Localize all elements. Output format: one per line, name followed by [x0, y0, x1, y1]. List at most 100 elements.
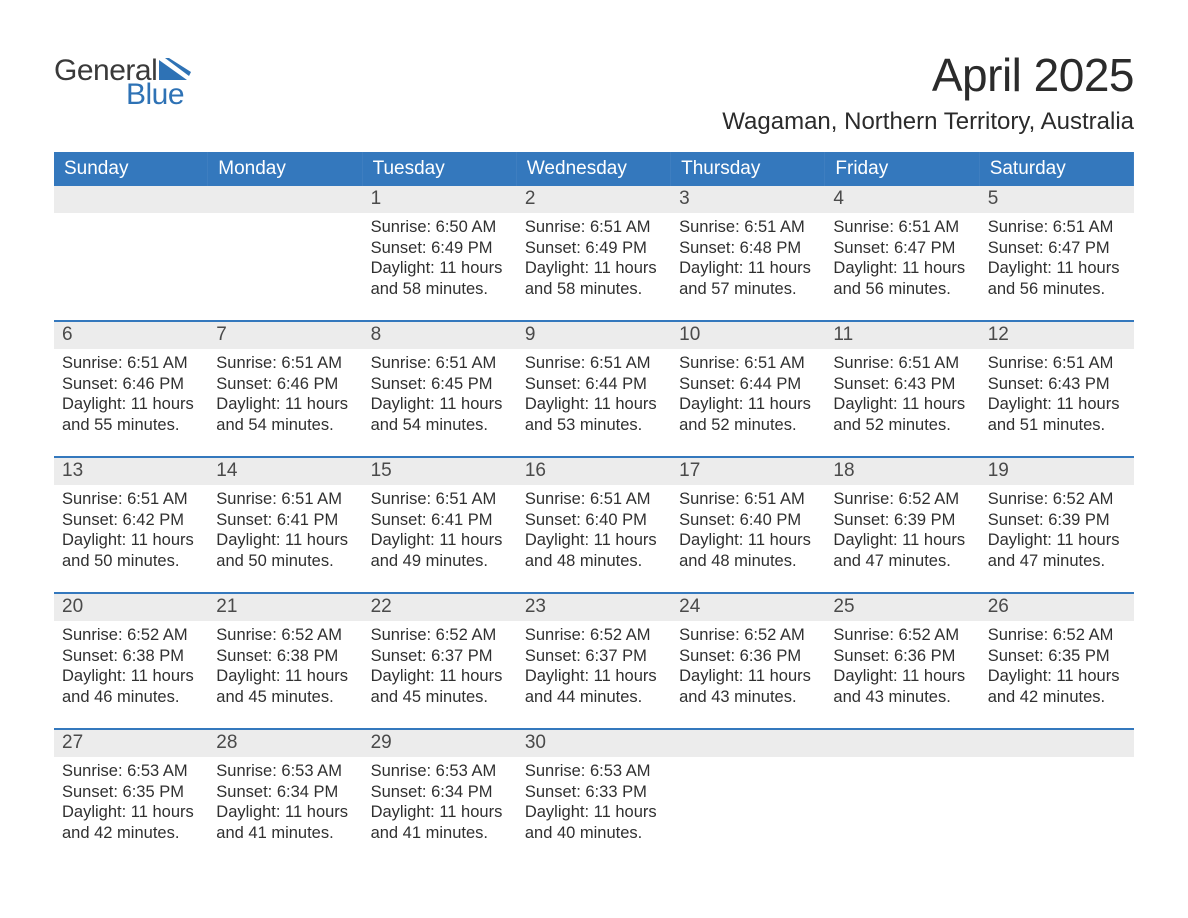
daylight-text: Daylight: 11 hours and 44 minutes. — [525, 666, 665, 707]
day-number: 1 — [363, 186, 517, 213]
sunset-text: Sunset: 6:36 PM — [833, 646, 973, 667]
daylight-text: Daylight: 11 hours and 58 minutes. — [525, 258, 665, 299]
day-data: Sunrise: 6:51 AMSunset: 6:44 PMDaylight:… — [671, 349, 825, 436]
daylight-text: Daylight: 11 hours and 53 minutes. — [525, 394, 665, 435]
day-number: 8 — [363, 322, 517, 349]
sunrise-text: Sunrise: 6:53 AM — [525, 761, 665, 782]
calendar-cell — [54, 186, 208, 320]
day-number: 29 — [363, 730, 517, 757]
day-header-saturday: Saturday — [980, 152, 1134, 186]
day-number: 7 — [208, 322, 362, 349]
sunrise-text: Sunrise: 6:51 AM — [525, 217, 665, 238]
day-header-wednesday: Wednesday — [517, 152, 671, 186]
sunset-text: Sunset: 6:47 PM — [833, 238, 973, 259]
day-number: 30 — [517, 730, 671, 757]
sunset-text: Sunset: 6:44 PM — [525, 374, 665, 395]
day-number: 28 — [208, 730, 362, 757]
sunset-text: Sunset: 6:40 PM — [679, 510, 819, 531]
daylight-text: Daylight: 11 hours and 48 minutes. — [525, 530, 665, 571]
day-data: Sunrise: 6:51 AMSunset: 6:41 PMDaylight:… — [208, 485, 362, 572]
day-data: Sunrise: 6:52 AMSunset: 6:38 PMDaylight:… — [54, 621, 208, 708]
sunrise-text: Sunrise: 6:51 AM — [525, 489, 665, 510]
day-data: Sunrise: 6:51 AMSunset: 6:43 PMDaylight:… — [825, 349, 979, 436]
daylight-text: Daylight: 11 hours and 45 minutes. — [216, 666, 356, 707]
sunrise-text: Sunrise: 6:51 AM — [62, 353, 202, 374]
day-data: Sunrise: 6:51 AMSunset: 6:41 PMDaylight:… — [363, 485, 517, 572]
sunrise-text: Sunrise: 6:52 AM — [988, 489, 1128, 510]
sunset-text: Sunset: 6:35 PM — [988, 646, 1128, 667]
day-number: 27 — [54, 730, 208, 757]
sunrise-text: Sunrise: 6:52 AM — [833, 489, 973, 510]
calendar-week: 13Sunrise: 6:51 AMSunset: 6:42 PMDayligh… — [54, 456, 1134, 592]
daylight-text: Daylight: 11 hours and 46 minutes. — [62, 666, 202, 707]
sunset-text: Sunset: 6:35 PM — [62, 782, 202, 803]
day-data: Sunrise: 6:52 AMSunset: 6:36 PMDaylight:… — [825, 621, 979, 708]
day-number — [671, 730, 825, 757]
daylight-text: Daylight: 11 hours and 43 minutes. — [679, 666, 819, 707]
calendar-cell: 23Sunrise: 6:52 AMSunset: 6:37 PMDayligh… — [517, 594, 671, 728]
page-title: April 2025 — [722, 48, 1134, 102]
day-data: Sunrise: 6:52 AMSunset: 6:39 PMDaylight:… — [825, 485, 979, 572]
daylight-text: Daylight: 11 hours and 56 minutes. — [988, 258, 1128, 299]
day-data: Sunrise: 6:53 AMSunset: 6:35 PMDaylight:… — [54, 757, 208, 844]
calendar-cell — [671, 730, 825, 864]
day-number: 22 — [363, 594, 517, 621]
day-number: 10 — [671, 322, 825, 349]
day-number — [208, 186, 362, 213]
day-data: Sunrise: 6:51 AMSunset: 6:42 PMDaylight:… — [54, 485, 208, 572]
sunrise-text: Sunrise: 6:51 AM — [371, 489, 511, 510]
sunrise-text: Sunrise: 6:52 AM — [62, 625, 202, 646]
sunrise-text: Sunrise: 6:53 AM — [371, 761, 511, 782]
day-number: 14 — [208, 458, 362, 485]
daylight-text: Daylight: 11 hours and 58 minutes. — [371, 258, 511, 299]
day-number: 12 — [980, 322, 1134, 349]
calendar-cell: 1Sunrise: 6:50 AMSunset: 6:49 PMDaylight… — [363, 186, 517, 320]
sunset-text: Sunset: 6:39 PM — [833, 510, 973, 531]
sunrise-text: Sunrise: 6:51 AM — [525, 353, 665, 374]
day-data: Sunrise: 6:51 AMSunset: 6:47 PMDaylight:… — [825, 213, 979, 300]
daylight-text: Daylight: 11 hours and 42 minutes. — [62, 802, 202, 843]
day-number: 15 — [363, 458, 517, 485]
daylight-text: Daylight: 11 hours and 47 minutes. — [988, 530, 1128, 571]
day-data: Sunrise: 6:52 AMSunset: 6:37 PMDaylight:… — [363, 621, 517, 708]
day-data: Sunrise: 6:51 AMSunset: 6:40 PMDaylight:… — [671, 485, 825, 572]
calendar-cell: 24Sunrise: 6:52 AMSunset: 6:36 PMDayligh… — [671, 594, 825, 728]
calendar-week: 1Sunrise: 6:50 AMSunset: 6:49 PMDaylight… — [54, 186, 1134, 320]
sunrise-text: Sunrise: 6:51 AM — [988, 353, 1128, 374]
day-number: 2 — [517, 186, 671, 213]
day-header-monday: Monday — [208, 152, 362, 186]
day-number: 3 — [671, 186, 825, 213]
calendar-cell: 19Sunrise: 6:52 AMSunset: 6:39 PMDayligh… — [980, 458, 1134, 592]
day-data: Sunrise: 6:53 AMSunset: 6:34 PMDaylight:… — [208, 757, 362, 844]
day-data: Sunrise: 6:52 AMSunset: 6:36 PMDaylight:… — [671, 621, 825, 708]
day-data: Sunrise: 6:51 AMSunset: 6:40 PMDaylight:… — [517, 485, 671, 572]
day-number: 13 — [54, 458, 208, 485]
day-number: 11 — [825, 322, 979, 349]
sunrise-text: Sunrise: 6:51 AM — [216, 489, 356, 510]
sunset-text: Sunset: 6:43 PM — [833, 374, 973, 395]
calendar-cell — [208, 186, 362, 320]
sunrise-text: Sunrise: 6:51 AM — [988, 217, 1128, 238]
sunrise-text: Sunrise: 6:51 AM — [679, 217, 819, 238]
sunset-text: Sunset: 6:45 PM — [371, 374, 511, 395]
sunset-text: Sunset: 6:34 PM — [216, 782, 356, 803]
sunrise-text: Sunrise: 6:52 AM — [216, 625, 356, 646]
day-number: 26 — [980, 594, 1134, 621]
day-header-thursday: Thursday — [671, 152, 825, 186]
sunrise-text: Sunrise: 6:51 AM — [216, 353, 356, 374]
calendar-cell: 30Sunrise: 6:53 AMSunset: 6:33 PMDayligh… — [517, 730, 671, 864]
sunset-text: Sunset: 6:49 PM — [525, 238, 665, 259]
sunrise-text: Sunrise: 6:52 AM — [371, 625, 511, 646]
sunset-text: Sunset: 6:46 PM — [62, 374, 202, 395]
daylight-text: Daylight: 11 hours and 52 minutes. — [679, 394, 819, 435]
sunrise-text: Sunrise: 6:52 AM — [988, 625, 1128, 646]
calendar-cell: 11Sunrise: 6:51 AMSunset: 6:43 PMDayligh… — [825, 322, 979, 456]
day-data: Sunrise: 6:53 AMSunset: 6:33 PMDaylight:… — [517, 757, 671, 844]
day-number: 18 — [825, 458, 979, 485]
daylight-text: Daylight: 11 hours and 48 minutes. — [679, 530, 819, 571]
day-data: Sunrise: 6:52 AMSunset: 6:38 PMDaylight:… — [208, 621, 362, 708]
sunset-text: Sunset: 6:37 PM — [371, 646, 511, 667]
day-number: 4 — [825, 186, 979, 213]
sunrise-text: Sunrise: 6:53 AM — [216, 761, 356, 782]
calendar-cell: 18Sunrise: 6:52 AMSunset: 6:39 PMDayligh… — [825, 458, 979, 592]
